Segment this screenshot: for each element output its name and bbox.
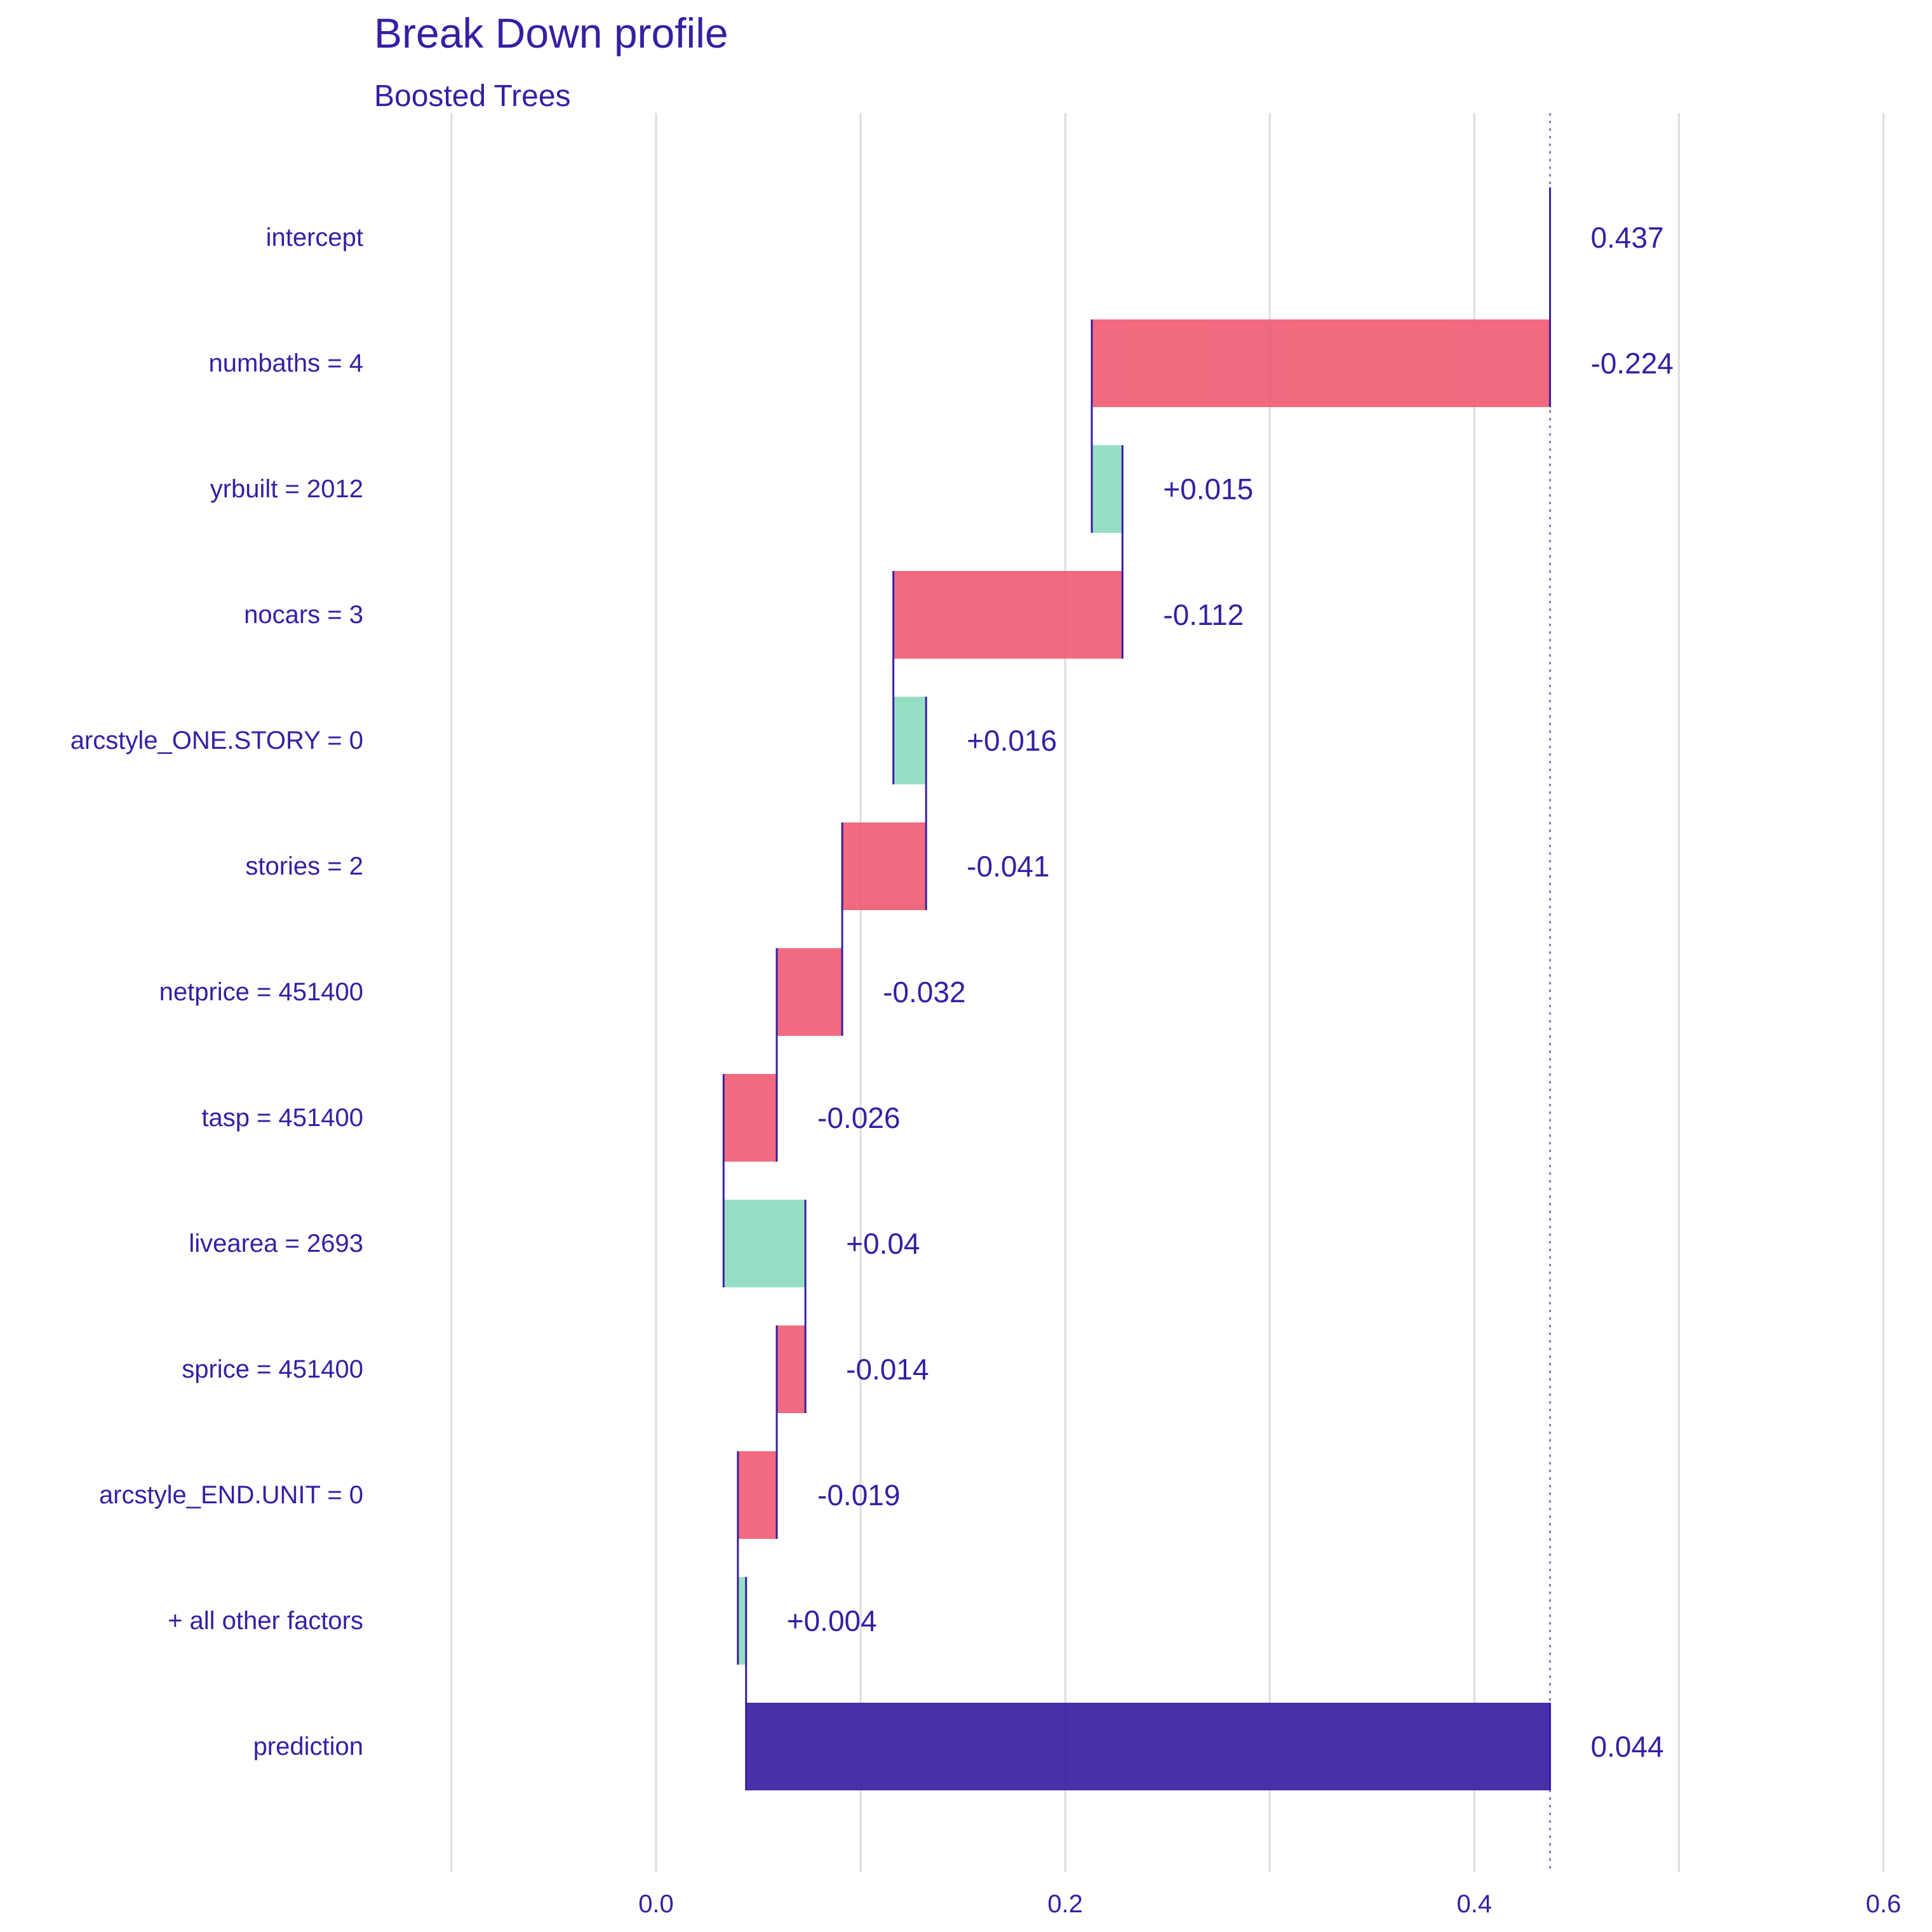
feature-label: sprice = 451400 (182, 1355, 363, 1383)
value-label: -0.014 (846, 1353, 929, 1386)
feature-label: arcstyle_END.UNIT = 0 (99, 1481, 363, 1509)
value-label: +0.015 (1163, 473, 1253, 506)
contribution-bar (737, 1577, 746, 1665)
value-label: -0.032 (883, 976, 965, 1009)
contribution-bar (777, 1325, 806, 1413)
feature-label: intercept (266, 224, 363, 252)
chart-title: Break Down profile (374, 10, 728, 57)
value-label: -0.019 (817, 1479, 900, 1512)
contribution-bar (842, 822, 927, 910)
prediction-bar (746, 1703, 1550, 1790)
value-label: -0.041 (967, 850, 1049, 883)
x-axis: 0.0 0.2 0.4 0.6 (638, 1890, 1901, 1918)
feature-label: stories = 2 (245, 852, 363, 880)
feature-label: + all other factors (168, 1607, 363, 1635)
feature-label: prediction (253, 1733, 363, 1761)
value-label: 0.044 (1591, 1730, 1664, 1763)
x-tick-label: 0.2 (1047, 1890, 1083, 1918)
feature-label: nocars = 3 (244, 601, 363, 629)
feature-label: arcstyle_ONE.STORY = 0 (70, 727, 363, 755)
value-label: -0.112 (1163, 598, 1244, 631)
feature-label: netprice = 451400 (159, 978, 363, 1006)
chart-subtitle: Boosted Trees (374, 79, 571, 113)
value-label: +0.004 (787, 1604, 877, 1637)
x-tick-label: 0.4 (1457, 1890, 1493, 1918)
contribution-bar (723, 1200, 806, 1287)
contribution-bar (723, 1074, 777, 1162)
feature-label: livearea = 2693 (189, 1230, 363, 1258)
value-label: -0.224 (1591, 347, 1674, 380)
contribution-bar (1092, 445, 1123, 533)
x-tick-label: 0.6 (1866, 1890, 1902, 1918)
contribution-bar (777, 948, 843, 1036)
contribution-bar (893, 571, 1123, 659)
bar-layer (722, 187, 1552, 1790)
feature-label: numbaths = 4 (209, 349, 364, 377)
value-label: +0.016 (967, 724, 1057, 757)
feature-label: yrbuilt = 2012 (210, 475, 363, 503)
value-label: 0.437 (1591, 221, 1664, 254)
connector-layer (722, 281, 1552, 1703)
x-tick-label: 0.0 (638, 1890, 674, 1918)
feature-label: tasp = 451400 (201, 1104, 363, 1132)
contribution-bar (893, 697, 927, 784)
value-label: +0.04 (846, 1227, 920, 1260)
value-label: -0.026 (817, 1101, 900, 1134)
label-layer: intercept 0.437 numbaths = 4 -0.224 yrbuilt … (70, 221, 1674, 1763)
contribution-bar (737, 1451, 777, 1539)
contribution-bar (1092, 319, 1550, 407)
